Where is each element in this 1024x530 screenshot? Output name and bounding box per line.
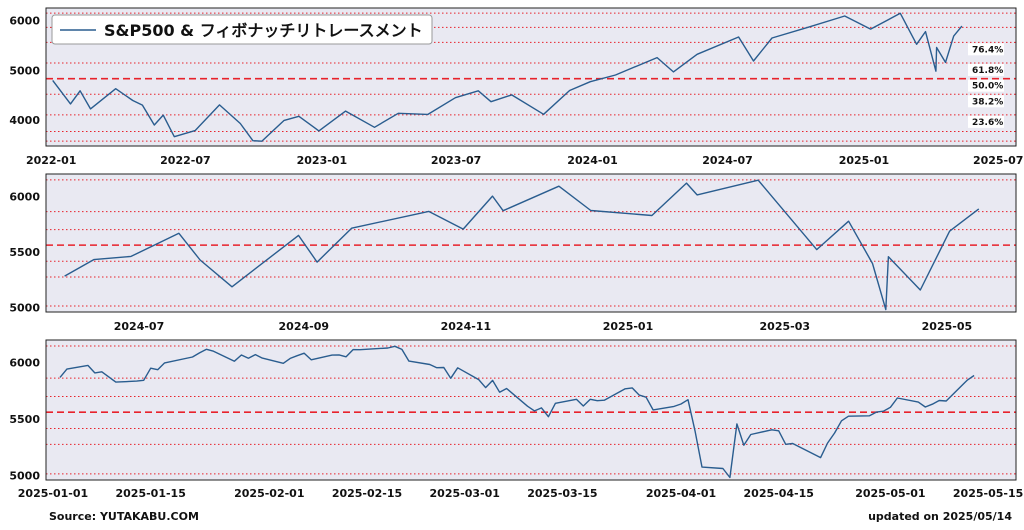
sp500-series-line bbox=[64, 179, 980, 311]
y-tick-label: 5000 bbox=[9, 302, 40, 315]
legend-label: S&P500 & フィボナッチリトレースメント bbox=[104, 21, 423, 40]
x-tick-label: 2025-03-01 bbox=[430, 487, 500, 500]
y-tick-label: 5000 bbox=[9, 469, 40, 482]
y-tick-label: 6000 bbox=[9, 14, 40, 27]
sp500-series-line bbox=[52, 12, 963, 142]
x-tick-label: 2025-01 bbox=[603, 320, 654, 333]
fib-label-bg bbox=[968, 95, 1004, 108]
x-tick-label: 2025-01-01 bbox=[18, 487, 88, 500]
x-tick-label: 2022-07 bbox=[160, 154, 211, 167]
fib-label-bg bbox=[968, 43, 1004, 56]
fib-label: 76.4% bbox=[972, 45, 1003, 55]
plot-area bbox=[46, 340, 1016, 480]
fib-label: 38.2% bbox=[972, 97, 1003, 107]
fib-label: 50.0% bbox=[972, 82, 1003, 92]
plot-frame bbox=[45, 173, 1017, 313]
fib-label-bg bbox=[968, 79, 1004, 92]
legend: S&P500 & フィボナッチリトレースメント bbox=[51, 14, 433, 45]
x-tick-label: 2023-07 bbox=[431, 154, 482, 167]
x-tick-label: 2025-05-01 bbox=[855, 487, 925, 500]
x-tick-label: 2025-07 bbox=[973, 154, 1024, 167]
x-tick-label: 2025-05-15 bbox=[953, 487, 1023, 500]
x-tick-label: 2024-07 bbox=[702, 154, 753, 167]
sp500-series-line bbox=[59, 345, 975, 479]
x-tick-label: 2024-07 bbox=[114, 320, 165, 333]
fib-label-bg bbox=[968, 115, 1004, 128]
x-tick-label: 2025-02-15 bbox=[332, 487, 402, 500]
source-label: Source: YUTAKABU.COM bbox=[49, 510, 199, 523]
plot-frame bbox=[45, 7, 1017, 147]
fib-label: 61.8% bbox=[972, 66, 1003, 76]
x-tick-label: 2025-04-15 bbox=[744, 487, 814, 500]
chart-panel-1: 76.4% 61.8% 50.0% 38.2% 23.6% 4000 5000 6000 202… bbox=[9, 7, 1024, 167]
fib-label: 23.6% bbox=[972, 118, 1003, 128]
updated-label: updated on 2025/05/14 bbox=[868, 510, 1012, 523]
x-tick-label: 2024-09 bbox=[279, 320, 330, 333]
chart-panel-2: 5000 5500 6000 2024-07 2024-09 2024-11 2025-01… bbox=[9, 173, 1017, 333]
y-tick-label: 4000 bbox=[9, 114, 40, 127]
x-tick-label: 2025-05 bbox=[922, 320, 973, 333]
legend-box bbox=[51, 14, 433, 45]
y-tick-label: 6000 bbox=[9, 357, 40, 370]
x-tick-label: 2025-01-15 bbox=[115, 487, 185, 500]
y-tick-label: 5000 bbox=[9, 64, 40, 77]
y-tick-label: 6000 bbox=[9, 190, 40, 203]
x-tick-label: 2024-11 bbox=[441, 320, 492, 333]
x-tick-label: 2024-01 bbox=[567, 154, 618, 167]
plot-area bbox=[46, 174, 1016, 312]
chart-panel-3: 5000 5500 6000 2025-01-01 2025-01-15 2025-02-… bbox=[9, 339, 1023, 500]
x-tick-label: 2025-03 bbox=[760, 320, 811, 333]
x-tick-label: 2023-01 bbox=[297, 154, 348, 167]
x-tick-label: 2025-01 bbox=[839, 154, 890, 167]
y-tick-label: 5500 bbox=[9, 246, 40, 259]
y-tick-label: 5500 bbox=[9, 413, 40, 426]
plot-frame bbox=[45, 339, 1017, 481]
x-tick-label: 2025-03-15 bbox=[527, 487, 597, 500]
x-tick-label: 2025-04-01 bbox=[646, 487, 716, 500]
x-tick-label: 2025-02-01 bbox=[234, 487, 304, 500]
fib-label-bg bbox=[968, 64, 1004, 77]
x-tick-label: 2022-01 bbox=[26, 154, 77, 167]
